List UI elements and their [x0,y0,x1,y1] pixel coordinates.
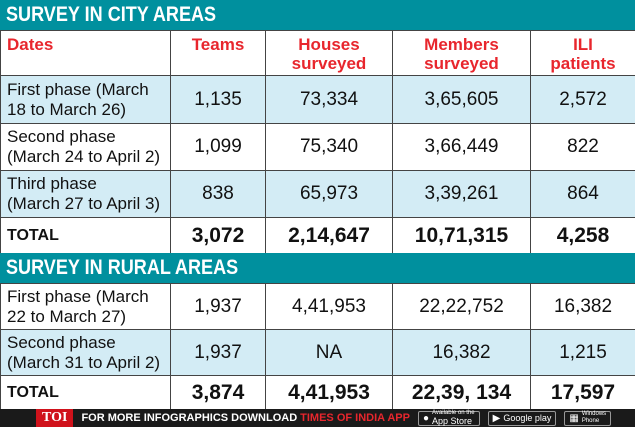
total-teams: 3,072 [170,217,266,254]
table-row: First phase (March 22 to March 27) 1,937 … [0,283,635,330]
cell-teams: 838 [170,170,266,218]
header-teams: Teams [170,30,266,76]
city-header-row: Dates Teams Houses surveyed Members survey… [0,30,635,76]
total-row: TOTAL 3,072 2,14,647 10,71,315 4,258 [0,217,635,254]
header-dates: Dates [0,30,171,76]
cell-ili: 1,215 [530,329,635,376]
total-label: TOTAL [0,375,171,410]
play-icon: ▶ [492,412,501,424]
total-teams: 3,874 [170,375,266,410]
cell-houses: NA [265,329,393,376]
row-label: First phase (March 18 to March 26) [0,75,171,124]
header-ili-patients: ILI patients [530,30,635,76]
rural-section-title: SURVEY IN RURAL AREAS [0,253,635,283]
total-members: 10,71,315 [392,217,531,254]
cell-houses: 75,340 [265,123,393,171]
google-play-badge[interactable]: ▶ Google play [487,410,557,426]
city-survey-table: Dates Teams Houses surveyed Members survey… [0,30,635,254]
cell-houses: 73,334 [265,75,393,124]
cell-teams: 1,937 [170,283,266,330]
footer-bar: TOI FOR MORE INFOGRAPHICS DOWNLOAD TIMES … [0,409,635,427]
cell-houses: 65,973 [265,170,393,218]
total-label: TOTAL [0,217,171,254]
header-houses-surveyed: Houses surveyed [265,30,393,76]
table-row: Second phase (March 31 to April 2) 1,937 … [0,329,635,376]
cell-members: 3,65,605 [392,75,531,124]
apple-icon: ● [422,412,430,424]
cell-ili: 2,572 [530,75,635,124]
table-row: First phase (March 18 to March 26) 1,135 … [0,75,635,124]
total-row: TOTAL 3,874 4,41,953 22,39, 134 17,597 [0,375,635,410]
table-row: Third phase (March 27 to April 3) 838 65,… [0,170,635,218]
row-label: First phase (March 22 to March 27) [0,283,171,330]
city-section-title: SURVEY IN CITY AREAS [0,0,635,30]
total-ili: 17,597 [530,375,635,410]
cell-ili: 16,382 [530,283,635,330]
cell-teams: 1,937 [170,329,266,376]
cell-teams: 1,099 [170,123,266,171]
cell-members: 16,382 [392,329,531,376]
header-members-surveyed: Members surveyed [392,30,531,76]
cell-members: 3,39,261 [392,170,531,218]
total-houses: 2,14,647 [265,217,393,254]
row-label: Second phase (March 24 to April 2) [0,123,171,171]
total-members: 22,39, 134 [392,375,531,410]
cell-members: 22,22,752 [392,283,531,330]
total-ili: 4,258 [530,217,635,254]
app-store-badge[interactable]: ● Available on the App Store [417,410,480,426]
row-label: Third phase (March 27 to April 3) [0,170,171,218]
cell-houses: 4,41,953 [265,283,393,330]
table-row: Second phase (March 24 to April 2) 1,099 … [0,123,635,171]
cell-ili: 864 [530,170,635,218]
windows-icon: ▦ [569,412,579,424]
windows-phone-badge[interactable]: ▦ Windows Phone [564,410,612,426]
row-label: Second phase (March 31 to April 2) [0,329,171,376]
cell-teams: 1,135 [170,75,266,124]
cell-members: 3,66,449 [392,123,531,171]
rural-survey-table: First phase (March 22 to March 27) 1,937 … [0,283,635,410]
toi-logo: TOI [36,409,74,427]
total-houses: 4,41,953 [265,375,393,410]
promo-text: FOR MORE INFOGRAPHICS DOWNLOAD TIMES OF I… [81,412,410,424]
cell-ili: 822 [530,123,635,171]
